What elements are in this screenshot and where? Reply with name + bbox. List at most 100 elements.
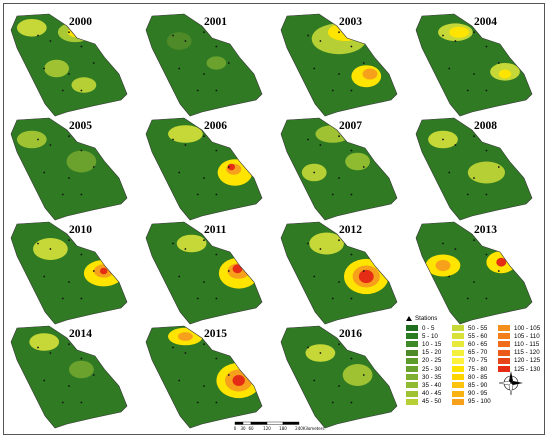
map-panel-2005: 2005 bbox=[10, 117, 128, 221]
station-marker bbox=[203, 177, 205, 179]
legend-swatch bbox=[498, 366, 510, 373]
station-marker bbox=[313, 275, 316, 278]
station-marker bbox=[196, 89, 199, 92]
scale-tick-label: 60 bbox=[248, 426, 254, 431]
contour-zone bbox=[176, 234, 207, 253]
station-marker bbox=[203, 385, 205, 387]
station-marker bbox=[203, 73, 205, 75]
legend-swatch bbox=[498, 341, 510, 348]
contour-zone bbox=[16, 130, 47, 149]
legend-item: 95 - 100 bbox=[452, 398, 491, 406]
map-fill bbox=[146, 118, 262, 220]
scale-segment bbox=[266, 421, 284, 425]
contour-zone bbox=[16, 19, 47, 37]
station-marker bbox=[68, 73, 70, 75]
map-fill bbox=[281, 14, 397, 116]
panel-year-label: 2000 bbox=[69, 16, 92, 28]
legend-label: 60 - 65 bbox=[468, 340, 488, 348]
legend-swatch bbox=[498, 349, 510, 356]
map-fill bbox=[11, 222, 127, 324]
legend-label: 85 - 90 bbox=[468, 381, 488, 389]
contour-zone bbox=[69, 360, 94, 379]
station-marker bbox=[338, 385, 340, 387]
panel-year-label: 2013 bbox=[474, 224, 497, 236]
station-marker bbox=[442, 242, 444, 245]
legend-item: 25 - 30 bbox=[406, 365, 441, 373]
legend-label: 40 - 45 bbox=[422, 390, 442, 398]
station-marker bbox=[80, 297, 83, 300]
legend-label: 105 - 110 bbox=[514, 332, 540, 340]
station-marker bbox=[43, 379, 46, 382]
station-marker bbox=[350, 193, 353, 196]
legend-swatch bbox=[452, 366, 464, 373]
station-marker bbox=[184, 352, 187, 354]
legend-item: 60 - 65 bbox=[452, 340, 491, 348]
station-marker bbox=[319, 40, 322, 42]
legend-swatch bbox=[452, 333, 464, 340]
legend-item: 105 - 110 bbox=[498, 332, 540, 340]
station-marker bbox=[178, 275, 181, 278]
legend-swatch bbox=[452, 349, 464, 356]
station-marker bbox=[227, 62, 230, 64]
station-marker bbox=[184, 248, 187, 250]
scale-tick-label: 240 bbox=[295, 426, 303, 431]
station-marker bbox=[80, 89, 83, 92]
legend-label: 65 - 70 bbox=[468, 349, 488, 357]
station-marker bbox=[80, 149, 83, 152]
contour-zone bbox=[232, 375, 245, 386]
legend-item: 40 - 45 bbox=[406, 390, 441, 398]
station-marker bbox=[178, 67, 181, 70]
station-marker bbox=[319, 248, 322, 250]
contour-zone bbox=[66, 150, 97, 173]
station-marker bbox=[61, 193, 64, 196]
station-marker bbox=[362, 62, 365, 64]
station-marker bbox=[68, 177, 70, 179]
station-marker bbox=[68, 135, 70, 138]
station-marker bbox=[331, 297, 334, 300]
panel-year-label: 2014 bbox=[69, 328, 92, 340]
legend-item: 120 - 125 bbox=[498, 357, 540, 365]
panel-year-label: 2010 bbox=[69, 224, 92, 236]
station-marker bbox=[485, 193, 488, 196]
map-fill bbox=[146, 326, 262, 428]
map-panel-2000: 2000 bbox=[10, 13, 128, 117]
station-marker bbox=[49, 248, 52, 250]
station-marker bbox=[485, 89, 488, 92]
station-marker bbox=[178, 379, 181, 382]
station-marker bbox=[473, 135, 475, 138]
scale-tick-label: 0 bbox=[234, 426, 237, 431]
station-marker bbox=[485, 253, 488, 256]
legend-swatch bbox=[406, 382, 418, 389]
station-marker bbox=[338, 177, 340, 179]
station-marker bbox=[313, 67, 316, 70]
panel-year-label: 2016 bbox=[339, 328, 362, 340]
station-marker bbox=[350, 45, 353, 48]
station-triangle-icon bbox=[406, 316, 412, 321]
contour-zone bbox=[168, 125, 203, 143]
station-marker bbox=[350, 297, 353, 300]
scale-tick-label: 120 bbox=[263, 426, 271, 431]
station-marker bbox=[37, 346, 39, 349]
legend-label: 110 - 115 bbox=[514, 340, 540, 348]
map-fill bbox=[11, 14, 127, 116]
station-marker bbox=[196, 401, 199, 404]
station-marker bbox=[68, 343, 70, 346]
legend-label: 115 - 120 bbox=[514, 349, 540, 357]
contour-zone bbox=[177, 332, 193, 341]
station-marker bbox=[203, 135, 205, 138]
station-marker bbox=[172, 34, 174, 37]
station-marker bbox=[68, 239, 70, 242]
map-fill bbox=[11, 118, 127, 220]
station-marker bbox=[68, 31, 70, 34]
station-marker bbox=[178, 171, 181, 174]
legend-swatch bbox=[406, 325, 418, 332]
map-fill bbox=[146, 222, 262, 324]
map-fill bbox=[416, 222, 532, 324]
station-marker bbox=[61, 297, 64, 300]
station-marker bbox=[203, 343, 205, 346]
map-panel-2014: 2014 bbox=[10, 325, 128, 429]
legend-label: 100 - 105 bbox=[514, 324, 541, 332]
legend-label: 95 - 100 bbox=[468, 398, 491, 406]
legend-swatch bbox=[452, 374, 464, 381]
